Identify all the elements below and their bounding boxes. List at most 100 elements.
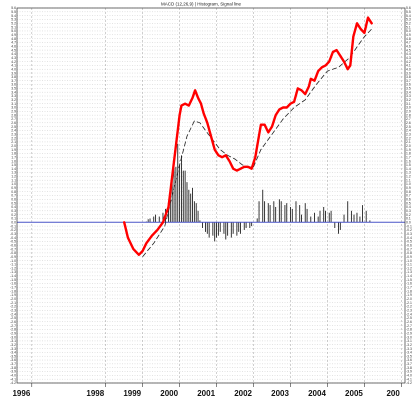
y-tick-label: 1.8 — [11, 152, 16, 156]
y-tick-label: 1.9 — [11, 148, 16, 152]
y-tick-label: -3.3 — [406, 347, 412, 351]
y-tick-label: -2.3 — [406, 308, 412, 312]
y-tick-label: 3.4 — [406, 90, 411, 94]
y-tick-label: -3.5 — [10, 354, 16, 358]
y-tick-label: -4.1 — [10, 377, 16, 381]
y-tick-label: 4.9 — [406, 33, 411, 37]
y-tick-label: 4.9 — [11, 33, 16, 37]
y-tick-label: -1.2 — [406, 266, 412, 270]
y-tick-label: -1.3 — [406, 270, 412, 274]
y-tick-label: 0.2 — [406, 213, 411, 217]
y-tick-label: 1.6 — [406, 159, 411, 163]
y-tick-label: -3.4 — [10, 351, 16, 355]
y-tick-label: 5.0 — [406, 29, 411, 33]
y-tick-label: 3.9 — [11, 71, 16, 75]
macd-line — [123, 16, 373, 256]
y-tick-label: -3.1 — [406, 339, 412, 343]
y-tick-label: 0.4 — [11, 205, 16, 209]
y-tick-label: -1.8 — [10, 289, 16, 293]
y-tick-label: -2.3 — [10, 308, 16, 312]
y-tick-label: 0.3 — [406, 209, 411, 213]
y-tick-label: 5.4 — [11, 14, 16, 18]
y-tick-label: 3.2 — [11, 98, 16, 102]
y-tick-label: 1.6 — [11, 159, 16, 163]
y-tick-label: -0.1 — [10, 224, 16, 228]
y-tick-label: 5.3 — [11, 18, 16, 22]
x-tick-label: 200 — [386, 389, 400, 398]
y-tick-label: -1.9 — [10, 293, 16, 297]
y-tick-label: 1.2 — [406, 175, 411, 179]
x-tick-label: 1999 — [123, 389, 141, 398]
y-tick-label: -0.6 — [406, 243, 412, 247]
y-tick-label: 3.7 — [406, 79, 411, 83]
y-tick-label: -0.3 — [10, 232, 16, 236]
x-tick-label: 2001 — [197, 389, 215, 398]
y-tick-label: 2.4 — [11, 129, 16, 133]
y-tick-label: 0.9 — [406, 186, 411, 190]
y-tick-label: -1.0 — [10, 259, 16, 263]
x-tick-label: 1996 — [12, 389, 30, 398]
y-tick-label: 2.8 — [11, 113, 16, 117]
y-tick-label: 2.2 — [11, 136, 16, 140]
y-tick-label: -2.7 — [406, 324, 412, 328]
y-tick-label: 4.8 — [11, 37, 16, 41]
y-tick-label: -2.2 — [10, 305, 16, 309]
y-tick-label: 2.8 — [406, 113, 411, 117]
y-tick-label: 5.4 — [406, 14, 411, 18]
y-tick-label: 0.5 — [11, 201, 16, 205]
y-tick-label: -3.6 — [406, 358, 412, 362]
y-tick-label: 3.4 — [11, 90, 16, 94]
y-tick-label: 1.2 — [11, 175, 16, 179]
y-tick-label: 1.4 — [11, 167, 16, 171]
y-tick-label: 0.4 — [406, 205, 411, 209]
y-tick-label: 5.1 — [11, 25, 16, 29]
y-tick-label: -2.6 — [406, 320, 412, 324]
y-tick-label: 4.1 — [406, 64, 411, 68]
y-tick-label: 1.7 — [11, 155, 16, 159]
y-tick-label: 4.3 — [406, 56, 411, 60]
y-tick-label: 2.3 — [406, 132, 411, 136]
x-tick-label: 1998 — [86, 389, 104, 398]
y-tick-label: 2.7 — [406, 117, 411, 121]
y-tick-label: 0.6 — [11, 198, 16, 202]
y-tick-label: 1.0 — [406, 182, 411, 186]
y-tick-label: 1.9 — [406, 148, 411, 152]
y-tick-label: 1.1 — [11, 178, 16, 182]
y-tick-label: -4.0 — [10, 374, 16, 378]
y-tick-label: -2.0 — [10, 297, 16, 301]
y-tick-label: -3.9 — [406, 370, 412, 374]
y-tick-label: -1.7 — [406, 286, 412, 290]
y-tick-label: -0.8 — [406, 251, 412, 255]
y-tick-label: 1.1 — [406, 178, 411, 182]
y-tick-label: 0.0 — [406, 220, 411, 224]
y-tick-label: 4.6 — [11, 44, 16, 48]
y-tick-label: 1.3 — [406, 171, 411, 175]
y-tick-label: 2.2 — [406, 136, 411, 140]
y-tick-label: 3.5 — [406, 87, 411, 91]
y-tick-label: -0.9 — [406, 255, 412, 259]
y-tick-label: -1.5 — [10, 278, 16, 282]
y-tick-label: -2.0 — [406, 297, 412, 301]
y-tick-label: 1.5 — [406, 163, 411, 167]
y-tick-label: -3.9 — [10, 370, 16, 374]
y-tick-label: 1.5 — [11, 163, 16, 167]
y-tick-label: -2.6 — [10, 320, 16, 324]
x-axis-ticks: 1996 1998 1999 2000 2001 2002 2003 2004 2005 200 — [12, 383, 402, 398]
y-tick-label: -1.5 — [406, 278, 412, 282]
y-tick-label: -2.9 — [406, 331, 412, 335]
y-tick-label: 0.7 — [406, 194, 411, 198]
y-tick-label: -3.8 — [406, 366, 412, 370]
y-tick-label: -3.4 — [406, 351, 412, 355]
y-tick-label: 4.2 — [406, 60, 411, 64]
y-tick-label: 2.1 — [406, 140, 411, 144]
y-tick-label: -4.2 — [406, 381, 412, 385]
y-tick-label: -1.9 — [406, 293, 412, 297]
y-tick-label: -3.2 — [406, 343, 412, 347]
y-tick-label: -0.5 — [406, 240, 412, 244]
y-tick-label: 3.8 — [406, 75, 411, 79]
y-tick-label: 5.1 — [406, 25, 411, 29]
y-tick-label: -3.0 — [10, 335, 16, 339]
y-tick-label: 3.3 — [406, 94, 411, 98]
y-tick-label: -3.2 — [10, 343, 16, 347]
y-tick-label: -2.5 — [10, 316, 16, 320]
